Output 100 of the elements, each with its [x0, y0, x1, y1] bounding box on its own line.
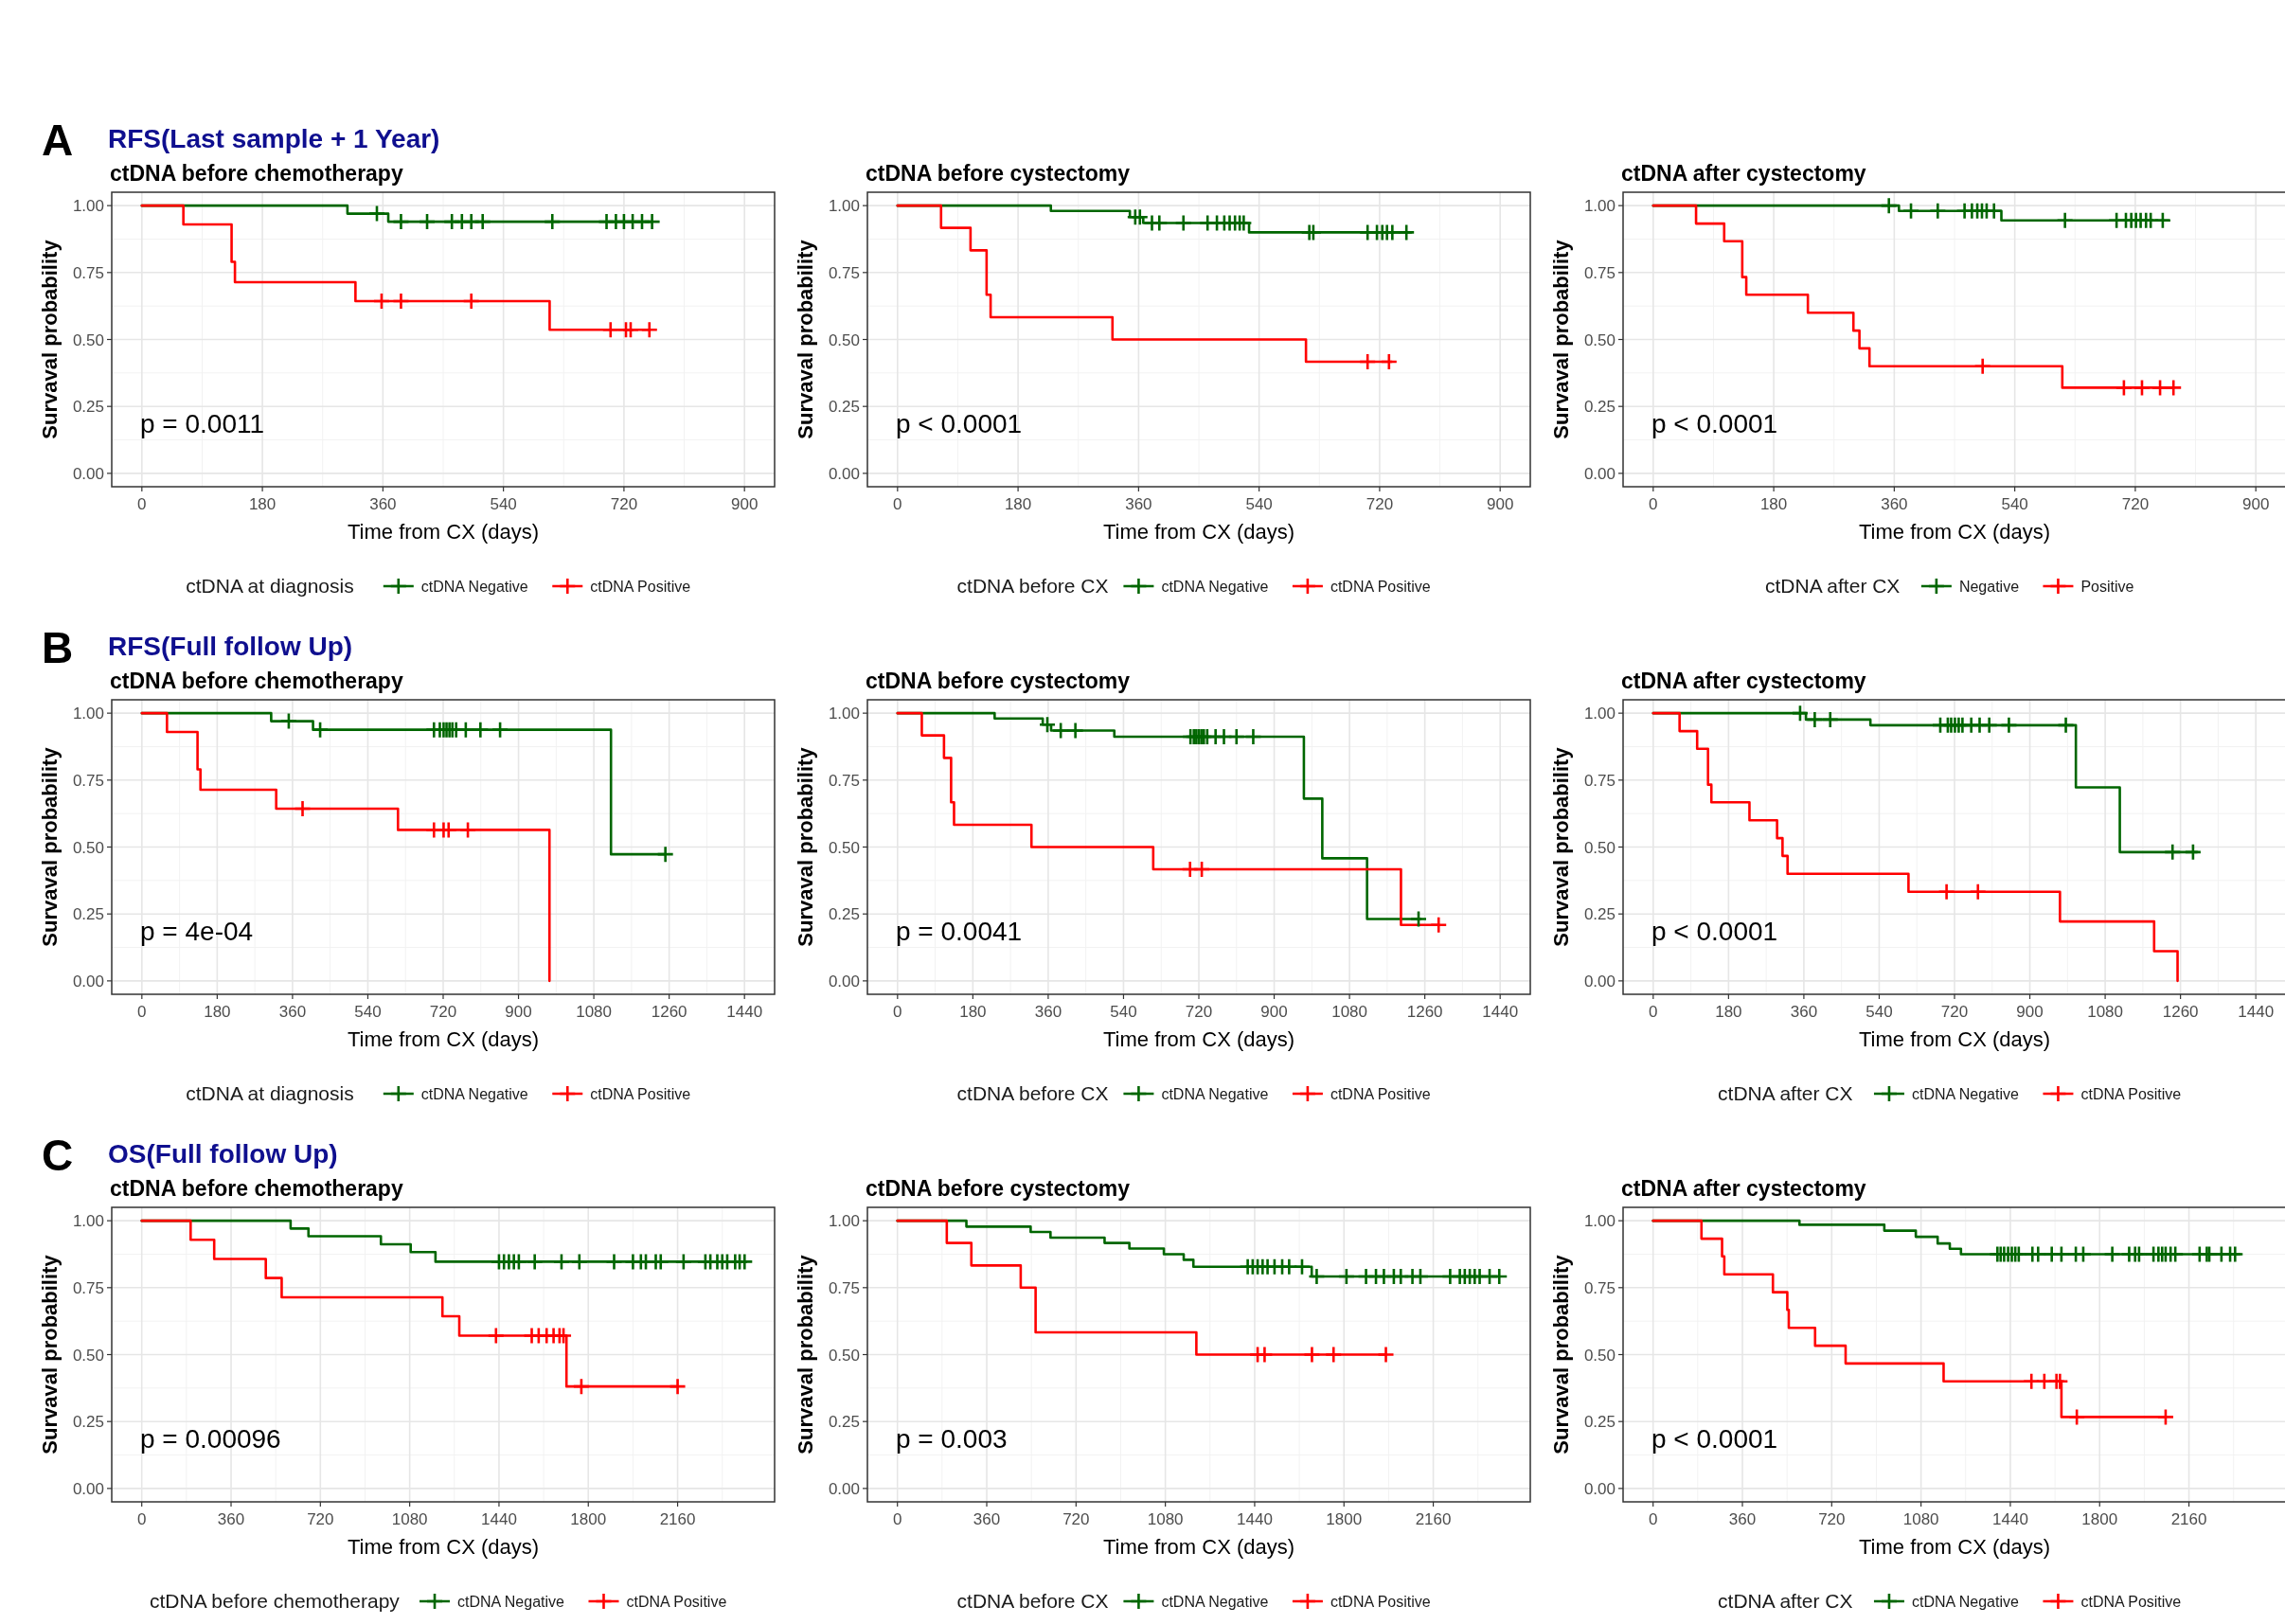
legend-title: ctDNA before CX [956, 1590, 1109, 1612]
annotation: p = 0.0011 [140, 409, 265, 439]
chart-title: ctDNA before cystectomy [866, 1176, 1131, 1201]
y-tick-label: 0.75 [828, 771, 860, 790]
chart-subtitle: OS(Full follow Up) [108, 1139, 338, 1169]
legend-label: ctDNA Negative [457, 1594, 565, 1610]
x-tick-label: 1440 [481, 1510, 517, 1528]
y-tick-label: 0.75 [1583, 1278, 1616, 1297]
legend-label: ctDNA Positive [626, 1594, 727, 1610]
y-tick-label: 1.00 [1583, 197, 1616, 216]
legend-label: ctDNA Negative [420, 1086, 528, 1102]
y-tick-label: 0.25 [1583, 398, 1616, 417]
y-tick-label: 0.00 [1583, 464, 1616, 483]
y-tick-label: 0.50 [1583, 330, 1616, 349]
y-tick-label: 0.75 [1583, 771, 1616, 790]
y-tick-label: 0.00 [72, 972, 104, 990]
y-tick-label: 0.00 [1583, 972, 1616, 990]
annotation: p = 0.0041 [896, 917, 1023, 947]
legend-title: ctDNA before chemotherapy [150, 1590, 401, 1612]
x-tick-label: 0 [137, 1003, 147, 1021]
x-tick-label: 180 [1759, 495, 1788, 513]
y-tick-label: 1.00 [1583, 705, 1616, 723]
x-tick-label: 720 [1818, 1510, 1846, 1528]
y-axis-title: Survaval probability [794, 746, 817, 947]
x-tick-label: 1080 [1902, 1510, 1939, 1528]
y-tick-label: 0.50 [72, 1346, 104, 1365]
legend-title: ctDNA after CX [1718, 1082, 1853, 1104]
x-tick-label: 1440 [726, 1003, 763, 1021]
annotation: p = 4e-04 [140, 917, 254, 947]
x-tick-label: 540 [1865, 1003, 1893, 1021]
chart-subtitle: RFS(Last sample + 1 Year) [108, 124, 440, 153]
legend-label: ctDNA Negative [420, 579, 528, 595]
x-tick-label: 0 [892, 1510, 902, 1528]
y-tick-label: 0.25 [828, 905, 860, 924]
chart-subtitle: RFS(Full follow Up) [108, 632, 353, 661]
y-tick-label: 0.00 [828, 972, 860, 990]
y-tick-label: 1.00 [72, 197, 104, 216]
y-tick-label: 0.00 [828, 464, 860, 483]
y-tick-label: 0.50 [828, 838, 860, 857]
y-tick-label: 0.25 [828, 1413, 860, 1432]
y-tick-label: 0.25 [72, 398, 104, 417]
x-tick-label: 720 [610, 495, 638, 513]
legend-label: ctDNA Negative [1161, 1086, 1269, 1102]
chart-title: ctDNA after cystectomy [1621, 161, 1866, 186]
y-tick-label: 0.50 [828, 330, 860, 349]
x-tick-label: 2160 [2170, 1510, 2207, 1528]
y-tick-label: 0.75 [72, 1278, 104, 1297]
x-axis-title: Time from CX (days) [1858, 520, 2051, 544]
legend-label: ctDNA Negative [1161, 579, 1269, 595]
x-axis-title: Time from CX (days) [1102, 1535, 1295, 1559]
chart-title: ctDNA before cystectomy [866, 669, 1131, 693]
text: B [42, 623, 74, 672]
x-tick-label: 900 [1486, 495, 1514, 513]
x-tick-label: 180 [959, 1003, 987, 1021]
legend-label: ctDNA Negative [1161, 1594, 1269, 1610]
y-tick-label: 0.50 [828, 1346, 860, 1365]
x-tick-label: 1080 [1147, 1510, 1184, 1528]
x-tick-label: 1440 [1237, 1510, 1273, 1528]
legend-label: ctDNA Positive [1330, 1086, 1431, 1102]
x-tick-label: 0 [136, 1510, 147, 1528]
x-axis-title: Time from CX (days) [347, 1027, 540, 1051]
x-tick-label: 1080 [391, 1510, 428, 1528]
x-axis-title: Time from CX (days) [347, 520, 540, 544]
y-tick-label: 0.50 [72, 838, 104, 857]
x-tick-label: 2160 [1415, 1510, 1452, 1528]
x-tick-label: 1440 [1482, 1003, 1519, 1021]
y-tick-label: 1.00 [828, 197, 860, 216]
legend-label: Positive [2080, 579, 2134, 595]
x-tick-label: 540 [1245, 495, 1273, 513]
y-axis-title: Survaval probability [794, 1254, 817, 1454]
x-tick-label: 360 [369, 495, 397, 513]
y-tick-label: 0.75 [828, 1278, 860, 1297]
x-tick-label: 540 [1110, 1003, 1137, 1021]
x-tick-label: 720 [1940, 1003, 1969, 1021]
x-tick-label: 360 [1034, 1003, 1062, 1021]
x-tick-label: 1800 [570, 1510, 607, 1528]
y-tick-label: 1.00 [828, 1212, 860, 1231]
text: C [42, 1131, 74, 1180]
x-tick-label: 180 [1715, 1003, 1742, 1021]
x-tick-label: 540 [490, 495, 517, 513]
x-tick-label: 0 [1649, 1003, 1658, 1021]
y-tick-label: 1.00 [72, 705, 104, 723]
y-tick-label: 0.50 [1583, 838, 1616, 857]
y-axis-title: Survaval probability [794, 239, 817, 439]
x-tick-label: 0 [893, 495, 902, 513]
legend-label: ctDNA Positive [1330, 579, 1431, 595]
y-tick-label: 0.75 [72, 263, 104, 282]
y-axis-title: Survaval probability [38, 1254, 62, 1454]
x-tick-label: 180 [1004, 495, 1032, 513]
x-axis-title: Time from CX (days) [1858, 1535, 2051, 1559]
y-tick-label: 0.25 [72, 905, 104, 924]
annotation: p < 0.0001 [1651, 1424, 1778, 1454]
x-tick-label: 1260 [651, 1003, 687, 1021]
y-tick-label: 0.25 [1583, 905, 1616, 924]
annotation: p < 0.0001 [896, 409, 1023, 439]
x-tick-label: 1800 [1326, 1510, 1363, 1528]
y-tick-label: 0.00 [72, 464, 104, 483]
y-tick-label: 0.25 [1583, 1413, 1616, 1432]
legend-label: ctDNA Positive [2080, 1086, 2182, 1102]
x-tick-label: 1080 [1331, 1003, 1367, 1021]
